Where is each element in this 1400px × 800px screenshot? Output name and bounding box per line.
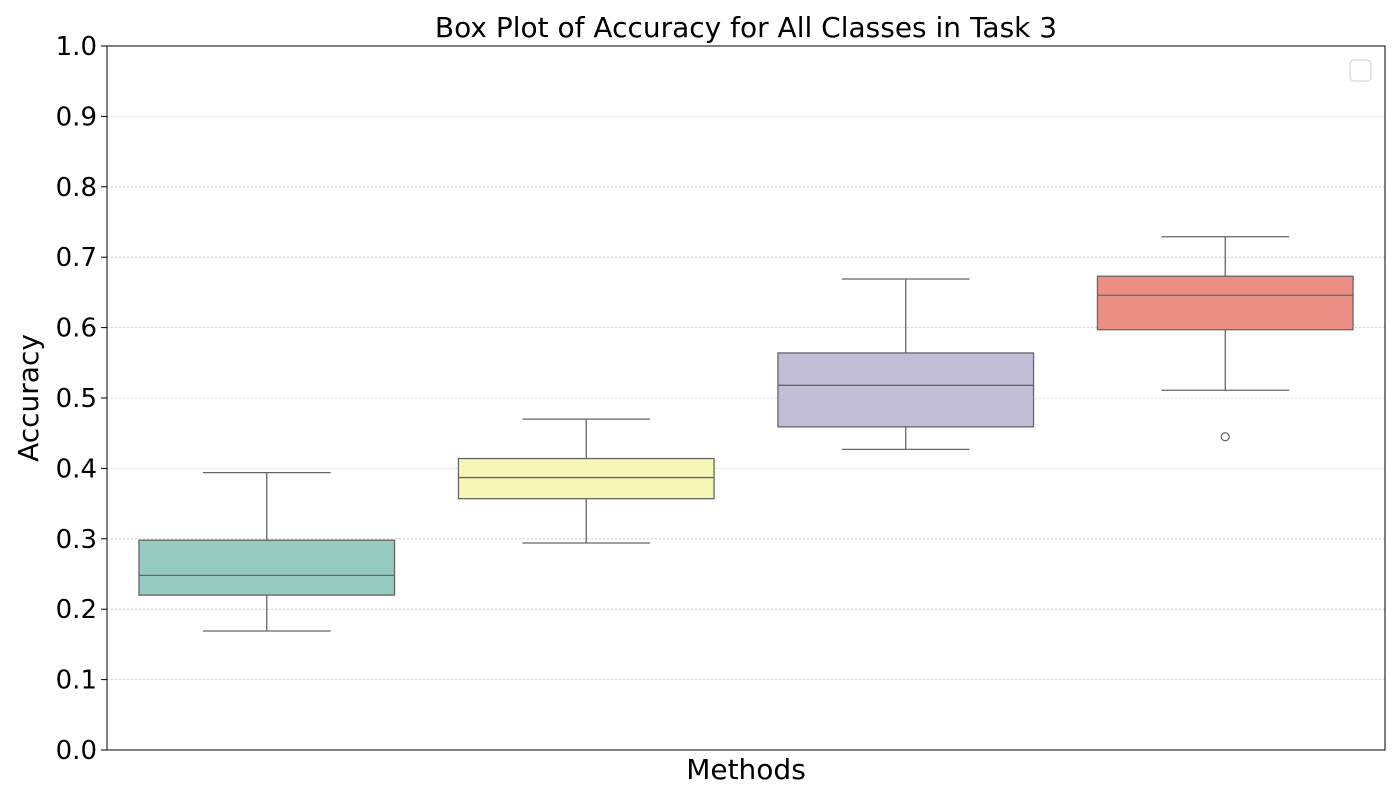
box-body-4	[1096, 275, 1354, 331]
y-tick-label-10: 1.0	[56, 32, 97, 62]
box-4	[1096, 236, 1354, 442]
x-axis-label: Methods	[686, 753, 806, 786]
y-tick-label-7: 0.7	[56, 243, 97, 273]
legend-box	[1349, 59, 1372, 82]
y-tick-label-1: 0.1	[56, 666, 97, 696]
y-tick-label-6: 0.6	[56, 314, 97, 344]
box-body-3	[777, 352, 1035, 428]
chart-title: Box Plot of Accuracy for All Classes in …	[435, 11, 1057, 44]
box-1	[138, 471, 396, 632]
y-tick-label-9: 0.9	[56, 102, 97, 132]
outlier-4-1	[1220, 432, 1230, 442]
y-ticks: 0.0 0.1 0.2 0.3 0.4 0.5 0.6 0.7 0.8 0.9 1.0	[56, 32, 107, 766]
box-3	[777, 278, 1035, 451]
y-tick-label-8: 0.8	[56, 173, 97, 203]
y-axis-label: Accuracy	[12, 334, 45, 462]
plot-frame	[106, 45, 1386, 751]
y-tick-label-2: 0.2	[56, 595, 97, 625]
box-body-1	[138, 539, 396, 596]
y-tick-label-3: 0.3	[56, 525, 97, 555]
box-body-2	[457, 457, 715, 500]
y-tick-label-4: 0.4	[56, 454, 97, 484]
boxes-layer	[138, 236, 1354, 632]
box-2	[457, 418, 715, 544]
y-tick-label-0: 0.0	[56, 736, 97, 766]
y-tick-label-5: 0.5	[56, 384, 97, 414]
grid-lines	[107, 116, 1385, 680]
